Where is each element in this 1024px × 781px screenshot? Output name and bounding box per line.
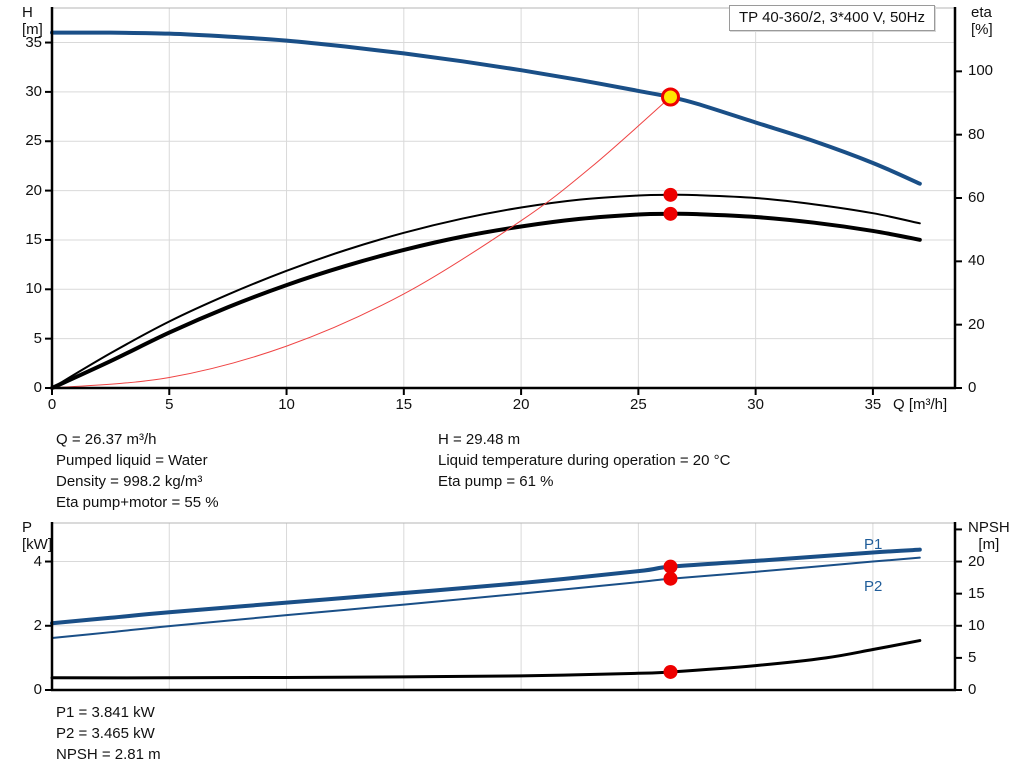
info-line-density: Density = 998.2 kg/m³ [56, 473, 203, 490]
top-x-tick-label: 25 [630, 396, 647, 413]
top-y-right-tick-label: 40 [968, 252, 985, 270]
top-y-right-tick-label: 20 [968, 315, 985, 333]
bottom-y-left-tick-label: 4 [33, 552, 42, 570]
legend-p1-label: P1 [864, 536, 883, 553]
power-npsh-chart [45, 522, 962, 692]
top-y-right-tick-label: 60 [968, 189, 985, 206]
top-x-tick-label: 35 [864, 396, 882, 413]
duty-point-p2[interactable] [663, 571, 678, 586]
info-line-npsh: NPSH = 2.81 m [56, 746, 161, 763]
bottom-y-right-tick-label: 0 [968, 681, 977, 698]
top-x-tick-label: 0 [47, 396, 57, 413]
curve-eta-pump [51, 193, 921, 389]
bottom-y-left-tick-label: 2 [33, 616, 42, 634]
duty-point-eta-pump-motor[interactable] [663, 206, 678, 221]
curve-p2 [51, 556, 921, 639]
top-right-axis-title: eta [%] [971, 4, 993, 38]
duty-point-head[interactable] [660, 87, 680, 107]
bottom-y-right-tick-label: 15 [968, 584, 985, 602]
info-line-pumped-liquid: Pumped liquid = Water [56, 452, 208, 469]
top-x-tick-label: 30 [747, 396, 764, 413]
top-y-left-tick-label: 20 [25, 181, 42, 199]
info-line-h: H = 29.48 m [438, 431, 521, 448]
info-line-p1: P1 = 3.841 kW [56, 704, 155, 721]
top-y-left-tick-label: 35 [25, 33, 42, 51]
info-line-eta-pump: Eta pump = 61 % [438, 473, 554, 490]
bottom-y-right-tick-label: 10 [968, 616, 985, 634]
bottom-y-left-tick-label: 0 [33, 681, 42, 698]
bottom-right-axis-title: NPSH [m] [968, 519, 1010, 553]
top-y-left-tick-label: 5 [33, 329, 42, 347]
info-line-q: Q = 26.37 m³/h [56, 431, 157, 448]
top-y-left-tick-label: 25 [25, 132, 42, 150]
info-line-eta-pump-motor: Eta pump+motor = 55 % [56, 494, 219, 511]
top-x-axis-title: Q [m³/h] [893, 396, 948, 413]
legend-p2-label: P2 [864, 578, 883, 595]
top-y-left-tick-label: 10 [25, 280, 42, 298]
power-info-block: P1 = 3.841 kW P2 = 3.465 kW NPSH = 2.81 … [56, 702, 161, 765]
top-y-left-tick-label: 30 [25, 82, 42, 100]
info-line-p2: P2 = 3.465 kW [56, 725, 155, 742]
top-y-right-tick-label: 80 [968, 125, 985, 143]
top-y-left-tick-label: 0 [33, 379, 42, 396]
bottom-y-right-tick-label: 20 [968, 552, 985, 570]
curve-eta-pump-motor [50, 211, 922, 390]
curve-npsh [50, 639, 922, 680]
top-left-axis-title: H [m] [22, 4, 43, 38]
bottom-y-right-tick-label: 5 [968, 648, 977, 666]
duty-point-eta-pump[interactable] [663, 187, 678, 202]
top-y-left-tick-label: 15 [25, 230, 42, 248]
curve-p1 [50, 547, 922, 626]
top-x-tick-label: 5 [165, 396, 174, 413]
top-y-right-tick-label: 100 [968, 62, 994, 80]
top-x-tick-label: 15 [395, 396, 413, 413]
head-eta-chart [45, 7, 962, 395]
top-y-right-tick-label: 0 [968, 379, 977, 396]
duty-info-right: H = 29.48 m Liquid temperature during op… [438, 429, 730, 492]
curve-system-curve [51, 96, 671, 389]
bottom-left-axis-title: P [kW] [22, 519, 52, 553]
curve-h-head-curve [50, 30, 922, 186]
info-line-liquid-temperature: Liquid temperature during operation = 20… [438, 452, 731, 469]
top-x-tick-label: 20 [512, 396, 530, 413]
duty-point-npsh[interactable] [663, 664, 678, 679]
top-x-tick-label: 10 [278, 396, 295, 413]
duty-point-p1[interactable] [663, 559, 678, 574]
pump-model-title-box: TP 40-360/2, 3*400 V, 50Hz [729, 5, 935, 31]
duty-info-left: Q = 26.37 m³/h Pumped liquid = Water Den… [56, 429, 219, 513]
